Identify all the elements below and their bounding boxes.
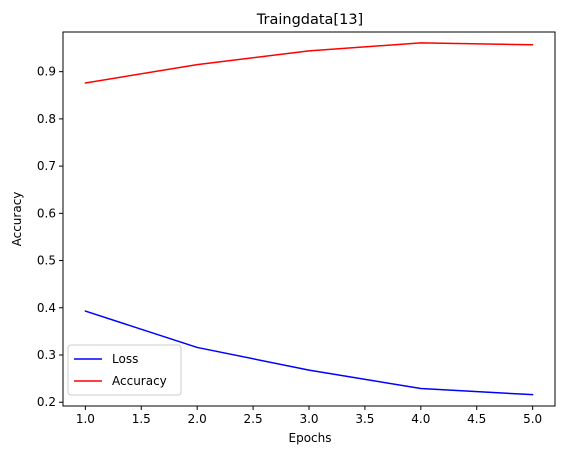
y-tick-label: 0.9 [37, 65, 56, 79]
y-tick-label: 0.6 [37, 206, 56, 220]
x-tick-label: 1.5 [132, 412, 151, 426]
x-tick-label: 4.0 [411, 412, 430, 426]
x-axis: 1.0 1.5 2.0 2.5 3.0 3.5 4.0 4.5 5.0 [76, 406, 542, 426]
series-line-loss [84, 310, 534, 396]
y-tick-label: 0.7 [37, 159, 56, 173]
x-axis-label: Epochs [289, 431, 332, 445]
series-layer [84, 42, 534, 396]
x-tick-label: 1.0 [76, 412, 95, 426]
y-tick-label: 0.3 [37, 348, 56, 362]
x-tick-label: 3.5 [355, 412, 374, 426]
x-tick-label: 2.5 [244, 412, 263, 426]
y-axis: 0.2 0.3 0.4 0.5 0.6 0.7 0.8 0.9 [37, 65, 63, 409]
legend: Loss Accuracy [67, 344, 182, 396]
y-tick-label: 0.5 [37, 254, 56, 268]
y-tick-label: 0.4 [37, 301, 56, 315]
x-tick-label: 4.5 [467, 412, 486, 426]
series-line-accuracy [84, 42, 534, 84]
chart-title: Traingdata[13] [256, 12, 363, 28]
x-tick-label: 5.0 [523, 412, 542, 426]
y-tick-label: 0.8 [37, 112, 56, 126]
legend-label: Loss [112, 352, 138, 366]
y-tick-label: 0.2 [37, 395, 56, 409]
legend-label: Accuracy [112, 374, 167, 388]
x-tick-label: 3.0 [299, 412, 318, 426]
y-axis-label: Accuracy [10, 192, 24, 247]
x-tick-label: 2.0 [188, 412, 207, 426]
legend-box [67, 344, 182, 396]
